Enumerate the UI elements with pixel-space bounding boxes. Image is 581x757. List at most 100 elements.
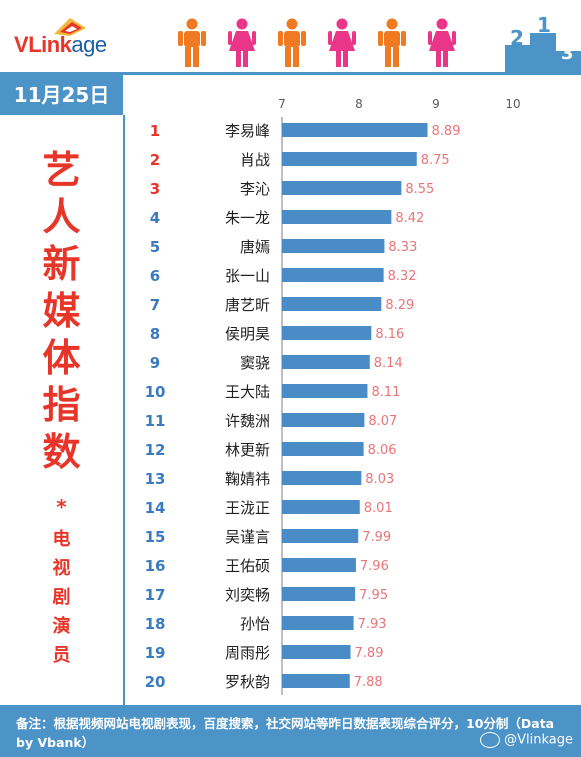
title-column: 艺人新媒体指数 * 电视剧演员 bbox=[0, 115, 123, 705]
rank-label: 15 bbox=[145, 528, 166, 546]
podium-icon: 2 1 3 bbox=[505, 15, 581, 72]
category-label: 张一山 bbox=[225, 267, 270, 285]
bar bbox=[282, 616, 354, 630]
bar bbox=[282, 326, 372, 340]
category-label: 王佑硕 bbox=[225, 557, 270, 575]
header: VLinkage bbox=[0, 0, 581, 72]
title-char: 数 bbox=[42, 430, 81, 474]
watermark: @Vlinkage bbox=[480, 732, 573, 748]
podium-label: 2 bbox=[510, 26, 524, 50]
logo-text: VLinkage bbox=[14, 32, 107, 58]
title-char: 人 bbox=[42, 195, 81, 239]
rank-label: 5 bbox=[150, 238, 160, 256]
value-label: 7.99 bbox=[362, 530, 391, 545]
value-label: 8.14 bbox=[374, 356, 403, 371]
value-label: 7.88 bbox=[354, 675, 383, 690]
value-label: 8.42 bbox=[395, 211, 424, 226]
bar bbox=[282, 268, 384, 282]
rank-label: 2 bbox=[150, 151, 160, 169]
category-label: 王泷正 bbox=[225, 499, 270, 517]
man-icon bbox=[178, 18, 206, 67]
category-label: 鞠婧祎 bbox=[225, 470, 270, 488]
title-char: 媒 bbox=[42, 289, 81, 333]
rank-label: 14 bbox=[145, 499, 166, 517]
people-icons bbox=[178, 18, 456, 67]
bar bbox=[282, 645, 351, 659]
x-tick-label: 8 bbox=[355, 97, 363, 111]
rank-label: 1 bbox=[150, 122, 160, 140]
x-tick-label: 7 bbox=[278, 97, 286, 111]
rank-label: 17 bbox=[145, 586, 166, 604]
man-icon bbox=[278, 18, 306, 67]
rank-label: 10 bbox=[145, 383, 166, 401]
value-label: 8.32 bbox=[388, 269, 417, 284]
rank-label: 20 bbox=[145, 673, 166, 691]
category-label: 王大陆 bbox=[225, 383, 270, 401]
title-char: 体 bbox=[42, 336, 81, 380]
rank-label: 4 bbox=[150, 209, 160, 227]
value-label: 7.93 bbox=[358, 617, 387, 632]
bar bbox=[282, 471, 362, 485]
value-label: 8.07 bbox=[368, 414, 397, 429]
bar bbox=[282, 123, 428, 137]
rank-label: 3 bbox=[150, 180, 160, 198]
rank-label: 19 bbox=[145, 644, 166, 662]
subtitle-char: 剧 bbox=[52, 587, 71, 608]
value-label: 8.01 bbox=[364, 501, 393, 516]
footer: 备注：根据视频网站电视剧表现，百度搜索，社交网站等昨日数据表现综合评分，10分制… bbox=[0, 705, 581, 757]
bar bbox=[282, 442, 364, 456]
title-char: 指 bbox=[42, 383, 81, 427]
weibo-icon bbox=[480, 732, 501, 748]
value-label: 7.95 bbox=[359, 588, 388, 603]
value-label: 8.16 bbox=[375, 327, 404, 342]
bar bbox=[282, 239, 385, 253]
woman-icon bbox=[328, 18, 356, 67]
bar bbox=[282, 384, 368, 398]
category-label: 孙怡 bbox=[240, 615, 270, 633]
bar bbox=[282, 558, 356, 572]
x-tick-label: 9 bbox=[432, 97, 440, 111]
rank-label: 7 bbox=[150, 296, 160, 314]
category-label: 唐艺昕 bbox=[225, 296, 270, 314]
bar bbox=[282, 413, 365, 427]
podium-label: 1 bbox=[537, 15, 551, 37]
value-label: 8.29 bbox=[385, 298, 414, 313]
bar bbox=[282, 529, 359, 543]
subtitle-char: 员 bbox=[52, 645, 71, 666]
category-label: 吴谨言 bbox=[225, 528, 270, 546]
subtitle-char: 演 bbox=[52, 616, 71, 637]
bar-chart: 7 8 9 10 1 李易峰 8.89 2 肖战 8.75 3 李沁 8.55 4 朱一龙 8.42 5 唐嫣 8.… bbox=[145, 97, 521, 695]
bar bbox=[282, 355, 370, 369]
column-divider bbox=[123, 115, 125, 705]
value-label: 8.55 bbox=[405, 182, 434, 197]
bar bbox=[282, 152, 417, 166]
category-label: 刘奕畅 bbox=[225, 586, 270, 604]
category-label: 唐嫣 bbox=[240, 238, 270, 256]
category-label: 朱一龙 bbox=[225, 209, 270, 227]
value-label: 8.03 bbox=[365, 472, 394, 487]
date-label: 11月25日 bbox=[0, 75, 123, 115]
rank-label: 18 bbox=[145, 615, 166, 633]
value-label: 8.89 bbox=[432, 124, 461, 139]
rank-label: 11 bbox=[145, 412, 166, 430]
subtitle-char: 视 bbox=[52, 558, 71, 579]
watermark-text: @Vlinkage bbox=[504, 732, 573, 748]
logo-v: V bbox=[14, 32, 29, 57]
main-title: 艺人新媒体指数 bbox=[0, 147, 123, 476]
rank-label: 16 bbox=[145, 557, 166, 575]
header-stripe bbox=[0, 72, 581, 75]
vlinkage-logo: VLinkage bbox=[14, 14, 124, 64]
value-label: 8.33 bbox=[388, 240, 417, 255]
bar bbox=[282, 674, 350, 688]
rank-label: 8 bbox=[150, 325, 160, 343]
title-char: 新 bbox=[42, 242, 81, 286]
subtitle-char: 电 bbox=[52, 529, 71, 550]
rank-label: 13 bbox=[145, 470, 166, 488]
category-label: 林更新 bbox=[225, 441, 270, 459]
value-label: 7.89 bbox=[355, 646, 384, 661]
logo-link: Link bbox=[28, 32, 72, 57]
man-icon bbox=[378, 18, 406, 67]
value-label: 8.06 bbox=[368, 443, 397, 458]
x-tick-label: 10 bbox=[505, 97, 520, 111]
category-label: 罗秋韵 bbox=[225, 673, 270, 691]
